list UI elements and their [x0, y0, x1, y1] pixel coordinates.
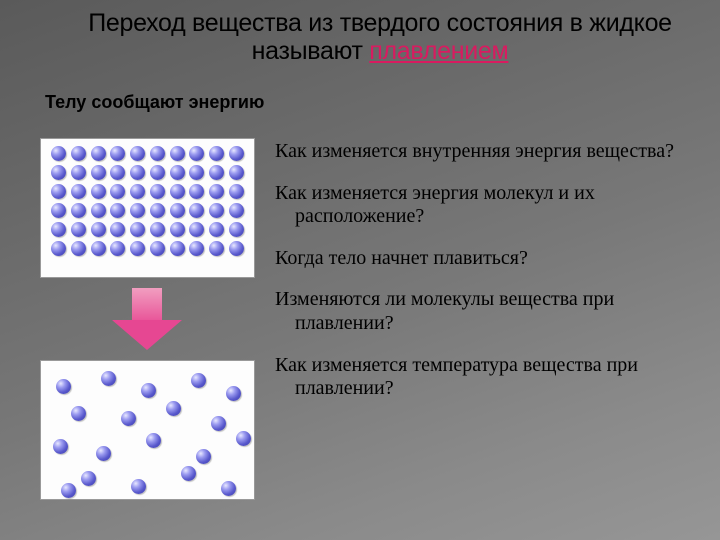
particle-icon [91, 241, 106, 256]
particle-icon [96, 446, 111, 461]
particle-icon [56, 379, 71, 394]
particle-icon [51, 203, 66, 218]
particle-row [51, 146, 244, 161]
particle-icon [170, 165, 185, 180]
solid-state-diagram [40, 138, 255, 278]
question-list: Как изменяется внутренняя энергия вещест… [275, 140, 705, 419]
particle-icon [71, 222, 86, 237]
particle-icon [150, 184, 165, 199]
particle-icon [146, 433, 161, 448]
particle-icon [209, 222, 224, 237]
particle-icon [229, 165, 244, 180]
arrow-shaft [132, 288, 162, 320]
particle-icon [150, 165, 165, 180]
particle-icon [110, 146, 125, 161]
particle-icon [170, 241, 185, 256]
particle-icon [170, 203, 185, 218]
transition-arrow [112, 288, 182, 350]
particle-icon [130, 203, 145, 218]
particle-icon [196, 449, 211, 464]
particle-icon [189, 184, 204, 199]
particle-row [51, 203, 244, 218]
question-item: Как изменяется внутренняя энергия вещест… [275, 140, 705, 164]
particle-icon [130, 222, 145, 237]
particle-icon [61, 483, 76, 498]
particle-icon [226, 386, 241, 401]
particle-icon [141, 383, 156, 398]
particle-row [51, 184, 244, 199]
particle-icon [229, 184, 244, 199]
particle-icon [110, 241, 125, 256]
title-highlight: плавлением [369, 37, 508, 65]
particle-icon [211, 416, 226, 431]
slide-title: Переход вещества из твердого состояния в… [70, 10, 690, 65]
particle-icon [91, 184, 106, 199]
particle-icon [110, 184, 125, 199]
particle-icon [71, 184, 86, 199]
particle-icon [189, 146, 204, 161]
particle-icon [110, 203, 125, 218]
particle-icon [209, 146, 224, 161]
particle-row [51, 241, 244, 256]
particle-icon [229, 241, 244, 256]
particle-icon [71, 146, 86, 161]
particle-icon [51, 222, 66, 237]
particle-icon [209, 165, 224, 180]
particle-icon [51, 165, 66, 180]
particle-icon [71, 165, 86, 180]
question-item: Изменяются ли молекулы вещества при плав… [275, 288, 705, 335]
particle-icon [150, 241, 165, 256]
particle-icon [150, 222, 165, 237]
particle-icon [229, 222, 244, 237]
question-item: Как изменяется энергия молекул и их расп… [275, 182, 705, 229]
particle-icon [229, 203, 244, 218]
particle-icon [221, 481, 236, 496]
subtitle: Телу сообщают энергию [45, 92, 264, 113]
particle-icon [130, 146, 145, 161]
particle-icon [236, 431, 251, 446]
particle-icon [209, 184, 224, 199]
particle-icon [51, 184, 66, 199]
particle-icon [91, 203, 106, 218]
particle-icon [130, 184, 145, 199]
particle-icon [53, 439, 68, 454]
particle-icon [71, 241, 86, 256]
particle-icon [81, 471, 96, 486]
particle-icon [130, 165, 145, 180]
particle-icon [71, 203, 86, 218]
particle-icon [121, 411, 136, 426]
particle-icon [131, 479, 146, 494]
particle-icon [110, 222, 125, 237]
particle-icon [91, 222, 106, 237]
particle-icon [170, 146, 185, 161]
particle-row [51, 165, 244, 180]
particle-icon [91, 146, 106, 161]
particle-icon [189, 241, 204, 256]
particle-icon [209, 241, 224, 256]
particle-icon [101, 371, 116, 386]
question-item: Когда тело начнет плавиться? [275, 247, 705, 271]
particle-icon [181, 466, 196, 481]
liquid-state-diagram [40, 360, 255, 500]
particle-icon [91, 165, 106, 180]
particle-icon [209, 203, 224, 218]
particle-row [51, 222, 244, 237]
particle-icon [170, 184, 185, 199]
particle-icon [191, 373, 206, 388]
particle-icon [166, 401, 181, 416]
particle-icon [189, 222, 204, 237]
particle-icon [150, 203, 165, 218]
particle-icon [110, 165, 125, 180]
particle-icon [189, 165, 204, 180]
particle-icon [51, 146, 66, 161]
particle-icon [229, 146, 244, 161]
particle-icon [130, 241, 145, 256]
particle-icon [170, 222, 185, 237]
question-item: Как изменяется температура вещества при … [275, 354, 705, 401]
arrow-head-icon [112, 320, 182, 350]
particle-icon [71, 406, 86, 421]
particle-icon [51, 241, 66, 256]
particle-icon [150, 146, 165, 161]
particle-icon [189, 203, 204, 218]
